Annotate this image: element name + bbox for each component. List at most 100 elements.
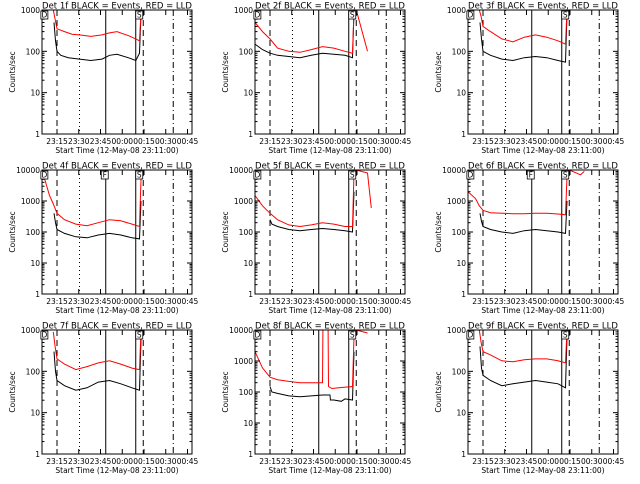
x-tick-label: 23:15 [46,297,68,306]
marker-label: D [254,11,260,20]
plot-frame [254,169,406,295]
series-line-lld [52,330,142,371]
y-tick-label: 1000 [234,357,253,366]
x-tick-label: 23:15 [259,137,281,146]
marker-label: D [41,331,47,340]
marker-label: D [254,331,260,340]
series-line-lld [478,10,568,45]
y-tick-label: 1 [461,290,466,299]
y-tick-label: 1 [461,450,466,459]
marker-label: D [254,171,260,180]
y-tick-label: 1000 [21,6,40,15]
y-axis-label: Counts/sec [434,371,443,412]
series-group [42,170,142,240]
x-tick-label: 00:00 [111,457,133,466]
y-tick-label: 100 [452,228,467,237]
chart-panel: Det 9f BLACK = Events, RED = LLD 1 10 100 10… [434,322,625,476]
series-line-events [269,351,355,402]
series-line-events [53,200,142,240]
marker-label-box [526,170,535,180]
marker-lines [482,170,600,294]
x-tick-label: 00:00 [111,137,133,146]
marker-label-box [466,330,475,340]
y-axis-label: Counts/sec [434,211,443,252]
y-tick-label: 1000 [21,197,40,206]
x-tick-label: 00:45 [390,457,412,466]
marker-label: S [137,171,142,180]
marker-label-box [466,170,475,180]
x-axis-label: Start Time (12-May-08 23:11:00) [55,146,178,155]
chart-panel: Det 7f BLACK = Events, RED = LLD 1 10 100 10… [8,322,199,476]
y-axis-label: Counts/sec [221,371,230,412]
plot-frame [467,9,619,135]
y-tick-label: 10 [30,259,40,268]
marker-label: S [563,331,568,340]
y-tick-label: 100 [239,47,254,56]
x-tick-label: 00:00 [537,297,559,306]
x-tick-label: 23:45 [516,297,538,306]
x-tick-label: 00:00 [537,457,559,466]
x-tick-label: 00:00 [324,297,346,306]
x-tick-label: 00:45 [603,137,625,146]
x-tick-label: 00:15 [559,297,581,306]
marker-label: S [350,171,355,180]
x-axis-label: Start Time (12-May-08 23:11:00) [268,466,391,475]
y-tick-label: 1 [248,450,253,459]
series-line-lld [255,330,368,390]
x-tick-label: 00:45 [390,137,412,146]
y-tick-label: 10 [243,89,253,98]
x-tick-label: 23:30 [281,297,303,306]
chart-panel: Det 4f BLACK = Events, RED = LLD 1 10 100 10… [8,162,199,316]
x-tick-label: 23:45 [90,297,112,306]
marker-label-box [135,170,144,180]
y-tick-label: 1000 [447,197,466,206]
series-group [255,330,368,402]
x-axis-label: Start Time (12-May-08 23:11:00) [481,466,604,475]
x-tick-label: 00:45 [177,137,199,146]
x-tick-label: 00:00 [111,297,133,306]
series-group [52,10,142,62]
y-axis-label: Counts/sec [221,211,230,252]
x-axis-label: Start Time (12-May-08 23:11:00) [268,306,391,315]
x-tick-label: 00:45 [390,297,412,306]
y-tick-label: 1000 [447,6,466,15]
y-tick-label: 1000 [234,197,253,206]
y-tick-label: 10 [456,259,466,268]
marker-label-box [561,10,570,20]
x-tick-label: 23:30 [494,297,516,306]
x-axis-label: Start Time (12-May-08 23:11:00) [55,466,178,475]
x-tick-label: 23:15 [46,457,68,466]
x-tick-label: 23:15 [259,297,281,306]
x-tick-label: 23:45 [516,137,538,146]
marker-label: D [41,171,47,180]
chart-panel: Det 5f BLACK = Events, RED = LLD 1 10 100 10… [221,162,412,316]
x-tick-label: 00:15 [346,457,368,466]
y-tick-label: 10000 [442,166,466,175]
plot-frame [467,169,619,295]
marker-label-box [40,170,49,180]
y-tick-label: 10 [456,89,466,98]
marker-lines [56,330,174,454]
marker-label: S [350,331,355,340]
x-tick-label: 23:30 [281,137,303,146]
y-axis-label: Counts/sec [221,51,230,92]
x-tick-label: 23:45 [90,137,112,146]
series-group [478,330,568,389]
y-tick-label: 1 [461,130,466,139]
x-tick-label: 23:45 [303,457,325,466]
x-tick-label: 00:15 [133,137,155,146]
plot-frame [254,329,406,455]
marker-label-box [135,10,144,20]
chart-title: Det 6f BLACK = Events, RED = LLD [468,162,618,172]
x-tick-label: 00:15 [559,137,581,146]
x-tick-label: 23:15 [472,297,494,306]
y-tick-label: 1 [35,130,40,139]
y-axis-label: Counts/sec [8,51,17,92]
marker-label-box [135,330,144,340]
chart-title: Det 9f BLACK = Events, RED = LLD [468,322,618,332]
x-tick-label: 23:45 [90,457,112,466]
y-tick-label: 1 [35,450,40,459]
marker-label-box [466,10,475,20]
